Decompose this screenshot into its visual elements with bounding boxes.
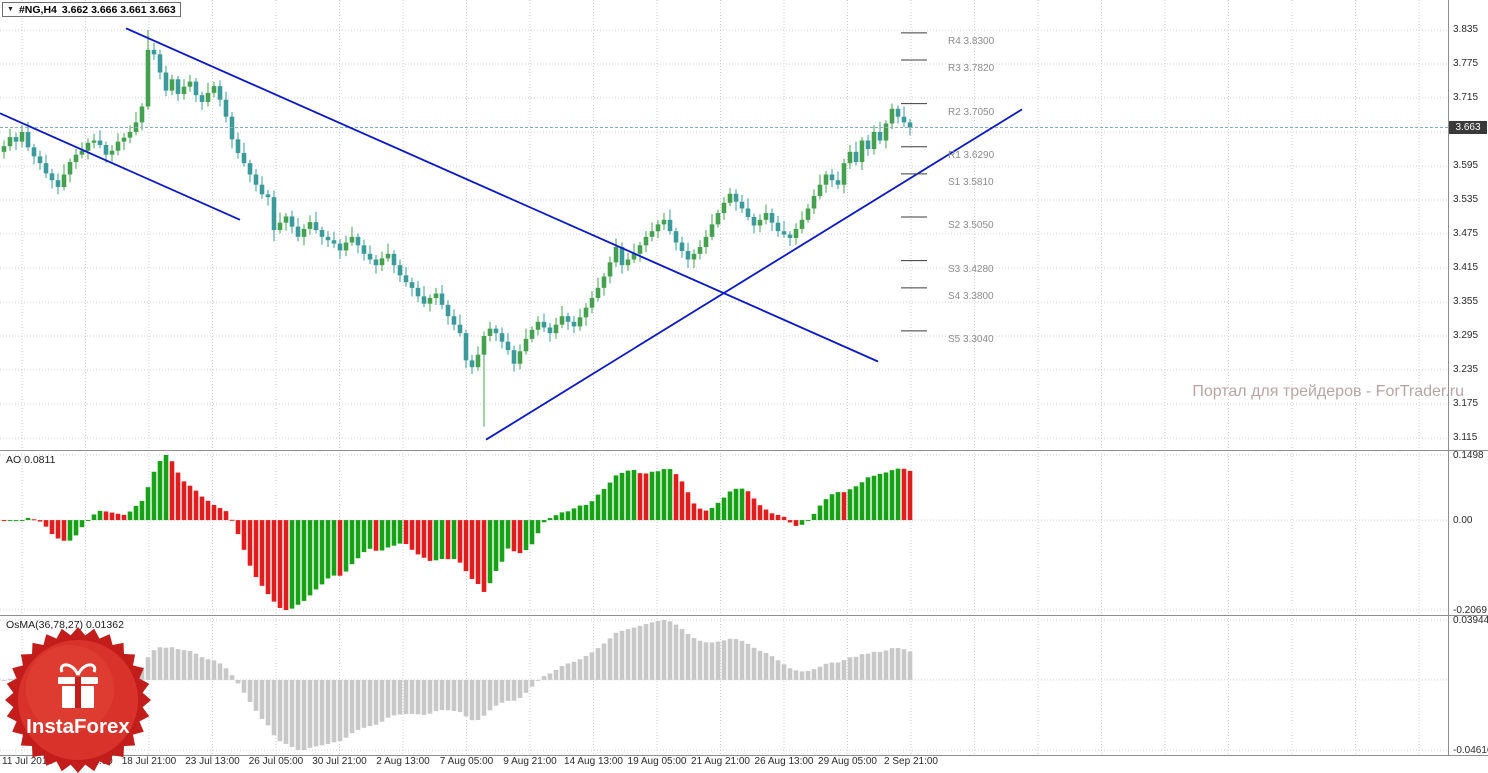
- indicator-tick-label: 0.03944: [1453, 615, 1488, 626]
- time-tick-label: 7 Aug 05:00: [439, 756, 494, 767]
- price-scale[interactable]: 3.8353.7753.7153.6553.5953.5353.4753.415…: [1449, 0, 1488, 755]
- time-tick-label: 26 Jul 05:00: [248, 756, 304, 767]
- chevron-down-icon[interactable]: ▼: [7, 6, 14, 13]
- time-tick-label: 30 Jul 21:00: [312, 756, 367, 767]
- ao-indicator-label: AO 0.0811: [6, 454, 56, 466]
- price-tick-label: 3.475: [1453, 228, 1479, 239]
- instaforex-logo: InstaForex: [5, 627, 151, 773]
- time-tick-label: 29 Aug 05:00: [818, 756, 877, 767]
- price-tick-label: 3.355: [1453, 296, 1479, 307]
- time-tick-label: 2 Sep 21:00: [884, 756, 938, 767]
- osma-indicator-label: OsMA(36,78,27) 0.01362: [6, 619, 124, 631]
- indicator-tick-label: -0.04616: [1453, 745, 1488, 756]
- price-tick-label: 3.715: [1453, 92, 1479, 103]
- time-tick-label: 26 Aug 13:00: [754, 756, 814, 767]
- price-tick-label: 3.235: [1453, 364, 1479, 375]
- time-tick-label: 11 Jul 2013: [2, 756, 53, 767]
- price-tick-label: 3.835: [1453, 24, 1479, 35]
- time-tick-label: 9 Aug 21:00: [503, 756, 557, 767]
- symbol-label: #NG,H4: [18, 3, 57, 16]
- price-tick-label: 3.775: [1453, 58, 1479, 69]
- price-tick-label: 3.595: [1453, 160, 1479, 171]
- time-tick-label: 19 Aug 05:00: [627, 756, 687, 767]
- time-tick-label: 2 Aug 13:00: [376, 756, 430, 767]
- indicator-tick-label: 0.00: [1453, 515, 1473, 527]
- current-price-badge: 3.663: [1449, 120, 1487, 134]
- symbol-ohlc: 3.662 3.666 3.661 3.663: [61, 3, 176, 16]
- indicator-tick-label: -0.2069: [1453, 605, 1487, 616]
- indicator-tick-label: 0.1498: [1453, 450, 1484, 461]
- time-tick-label: 18 Jul 21:00: [121, 756, 177, 767]
- price-tick-label: 3.175: [1453, 398, 1479, 409]
- gift-icon: [58, 663, 98, 708]
- price-tick-label: 3.535: [1453, 194, 1479, 205]
- time-tick-label: 21 Aug 21:00: [691, 756, 750, 767]
- price-tick-label: 3.415: [1453, 262, 1479, 273]
- logo-text: InstaForex: [26, 715, 130, 738]
- time-tick-label: 14 Aug 13:00: [564, 756, 623, 767]
- symbol-box[interactable]: ▼ #NG,H4 3.662 3.666 3.661 3.663: [2, 2, 181, 17]
- fortrader-watermark: Портал для трейдеров - ForTrader.ru: [1192, 383, 1464, 400]
- time-tick-label: 23 Jul 13:00: [185, 756, 240, 767]
- price-tick-label: 3.295: [1453, 330, 1479, 341]
- price-tick-label: 3.115: [1453, 432, 1478, 443]
